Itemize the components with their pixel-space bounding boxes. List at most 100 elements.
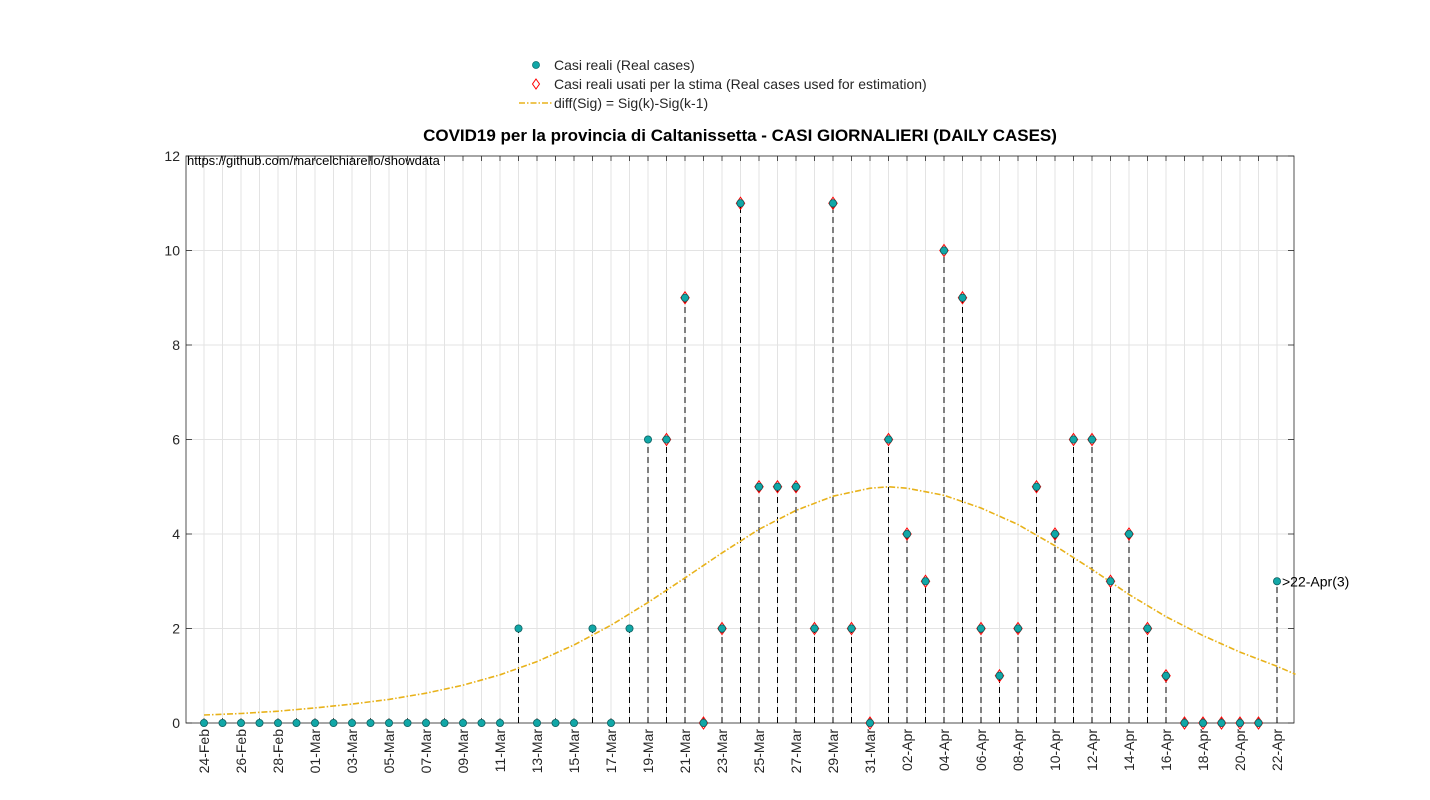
legend-label-fit: diff(Sig) = Sig(k)-Sig(k-1) (554, 95, 708, 111)
y-tick-label: 8 (172, 337, 180, 353)
x-tick-label: 03-Mar (344, 729, 360, 774)
real-case-point (570, 719, 579, 728)
y-tick-label: 2 (172, 621, 180, 637)
real-case-point (1199, 719, 1208, 728)
real-case-point (273, 719, 282, 728)
real-case-point (625, 624, 634, 633)
real-case-point (607, 719, 616, 728)
x-tick-label: 13-Mar (529, 729, 545, 774)
x-tick-label: 15-Mar (566, 729, 582, 774)
real-case-point (533, 719, 542, 728)
x-tick-label: 04-Apr (936, 729, 952, 771)
real-case-point (884, 435, 893, 444)
real-case-point (699, 719, 708, 728)
real-case-point (1254, 719, 1263, 728)
real-case-point (347, 719, 356, 728)
x-tick-label: 10-Apr (1047, 729, 1063, 771)
real-case-point (662, 435, 671, 444)
real-case-point (903, 530, 912, 539)
real-case-point (292, 719, 301, 728)
real-case-point (514, 624, 523, 633)
real-case-point (940, 246, 949, 255)
real-case-point (588, 624, 597, 633)
real-case-point (829, 199, 838, 208)
real-case-point (681, 293, 690, 302)
real-case-point (236, 719, 245, 728)
real-case-point (495, 719, 504, 728)
real-case-point (1106, 577, 1115, 586)
real-case-point (866, 719, 875, 728)
x-tick-label: 27-Mar (788, 729, 804, 774)
real-case-point (921, 577, 930, 586)
x-tick-label: 14-Apr (1121, 729, 1137, 771)
real-case-point (977, 624, 986, 633)
real-case-point (755, 482, 764, 491)
x-tick-label: 22-Apr (1269, 729, 1285, 771)
real-case-point (255, 719, 264, 728)
markers (199, 196, 1282, 730)
x-tick-label: 21-Mar (677, 729, 693, 774)
real-case-point (1125, 530, 1134, 539)
last-point-label: >22-Apr(3) (1282, 573, 1349, 589)
real-case-point (458, 719, 467, 728)
x-tick-label: 02-Apr (899, 729, 915, 771)
y-tick-label: 0 (172, 715, 180, 731)
axes: 0 2 4 6 8 10 12 24-Feb 26-Feb 28-Feb 01-Mar 03-Mar 0… (164, 148, 1295, 774)
real-case-point (995, 671, 1004, 680)
real-case-point (477, 719, 486, 728)
legend-label-real-cases: Casi reali (Real cases) (554, 57, 695, 73)
legend-marker-estimation (531, 78, 541, 90)
legend: Casi reali (Real cases) Casi reali usati… (519, 57, 927, 111)
stems (518, 203, 1278, 723)
x-tick-label: 06-Apr (973, 729, 989, 771)
x-tick-label: 24-Feb (196, 729, 212, 774)
x-tick-label: 07-Mar (418, 729, 434, 774)
real-case-point (218, 719, 227, 728)
x-tick-label: 26-Feb (233, 729, 249, 774)
x-tick-label: 29-Mar (825, 729, 841, 774)
fit-curve-line (203, 485, 1296, 716)
legend-label-estimation: Casi reali usati per la stima (Real case… (554, 76, 927, 92)
x-tick-label: 19-Mar (640, 729, 656, 774)
x-tick-label: 08-Apr (1010, 729, 1026, 771)
real-case-point (440, 719, 449, 728)
fit-curve-group (203, 485, 1296, 716)
x-tick-label: 20-Apr (1232, 729, 1248, 771)
real-case-point (1236, 719, 1245, 728)
y-tick-label: 10 (164, 243, 180, 259)
chart-title: COVID19 per la provincia di Caltanissett… (423, 126, 1057, 145)
real-case-point (1069, 435, 1078, 444)
real-case-point (403, 719, 412, 728)
real-case-point (329, 719, 338, 728)
y-tick-label: 4 (172, 526, 180, 542)
x-tick-label: 17-Mar (603, 729, 619, 774)
real-case-point (1273, 577, 1282, 586)
legend-marker-real-cases (532, 61, 540, 69)
source-annotation: https://github.com/marcelchiarello/showd… (187, 153, 441, 168)
x-tick-label: 11-Mar (492, 729, 508, 773)
x-tick-label: 18-Apr (1195, 729, 1211, 771)
real-case-point (421, 719, 430, 728)
real-case-point (1217, 719, 1226, 728)
real-case-point (1162, 671, 1171, 680)
x-tick-label: 12-Apr (1084, 729, 1100, 771)
x-tick-label: 25-Mar (751, 729, 767, 774)
real-case-point (1014, 624, 1023, 633)
real-case-point (199, 719, 208, 728)
x-tick-label: 09-Mar (455, 729, 471, 774)
y-tick-label: 12 (164, 148, 180, 164)
real-case-point (366, 719, 375, 728)
real-case-point (1180, 719, 1189, 728)
real-case-point (310, 719, 319, 728)
x-tick-label: 31-Mar (862, 729, 878, 774)
x-tick-label: 05-Mar (381, 729, 397, 774)
real-case-point (384, 719, 393, 728)
real-case-point (736, 199, 745, 208)
y-tick-label: 6 (172, 432, 180, 448)
real-case-point (958, 293, 967, 302)
real-case-point (718, 624, 727, 633)
real-case-point (644, 435, 653, 444)
real-case-point (792, 482, 801, 491)
real-case-point (1032, 482, 1041, 491)
